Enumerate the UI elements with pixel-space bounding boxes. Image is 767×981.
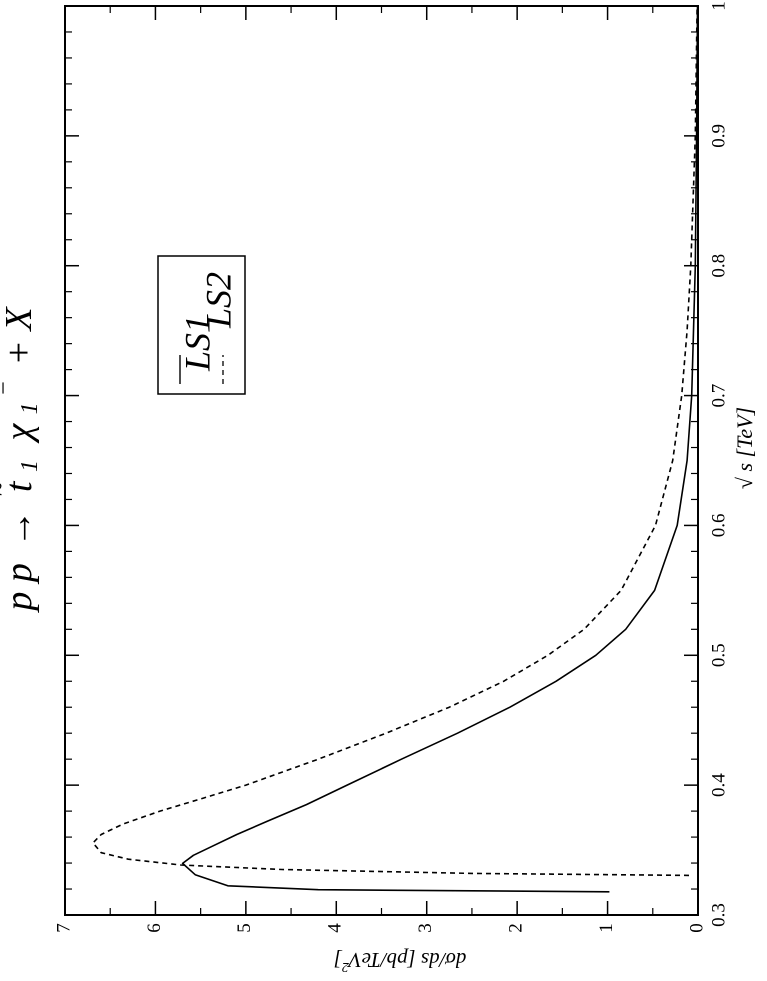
x-tick-label: 0.5	[708, 643, 729, 667]
series-line-ls2	[92, 5, 698, 877]
y-tick-label: 1	[596, 923, 617, 933]
x-tick-label: 0.4	[708, 773, 729, 797]
title-pp: p p	[0, 563, 40, 614]
y-tick-label: 2	[506, 923, 527, 933]
tick-marks	[64, 5, 699, 916]
title-plus-x: + X	[0, 306, 40, 366]
title-chi: χ	[0, 423, 40, 445]
x-tick-label: 0.9	[708, 124, 729, 148]
y-label-sup: 2	[342, 959, 349, 974]
y-tick-label: 4	[325, 923, 346, 933]
title-t-sub: 1	[17, 460, 43, 472]
y-tick-label: 0	[686, 923, 707, 933]
x-tick-label: 0.3	[708, 903, 729, 927]
legend-label-ls2: LS2	[198, 272, 238, 329]
title-chi-sub: 1	[17, 402, 43, 414]
y-tick-label: 3	[415, 923, 436, 933]
series-layer	[92, 5, 699, 893]
x-tick-label: 1	[708, 1, 729, 11]
x-tick-label: 0.6	[708, 514, 729, 538]
chart-title: p p → t 1 χ 1 − + X	[0, 306, 49, 614]
plot-frame	[64, 5, 699, 916]
x-tick-label: 0.7	[708, 384, 729, 408]
legend-box	[157, 255, 246, 395]
title-arrow: →	[0, 510, 40, 548]
legend: LS1 LS2	[157, 255, 246, 395]
y-tick-label: 5	[234, 923, 255, 933]
title-t: t	[0, 480, 40, 492]
y-label-close: ]	[334, 948, 343, 972]
y-tick-label: 6	[144, 923, 165, 933]
y-axis-label: dσ/ds [pb/TeV2]	[334, 948, 467, 974]
y-label-main: dσ/ds [pb/TeV	[347, 948, 467, 972]
title-chi-sup: −	[0, 381, 17, 395]
legend-label-ls1: LS1	[177, 315, 217, 372]
x-axis-label: √ s [TeV]	[732, 407, 757, 489]
title-tilde: ~	[0, 482, 14, 496]
series-line-ls1	[181, 5, 699, 893]
x-tick-label: 0.8	[708, 254, 729, 278]
y-tick-label: 7	[53, 923, 74, 933]
